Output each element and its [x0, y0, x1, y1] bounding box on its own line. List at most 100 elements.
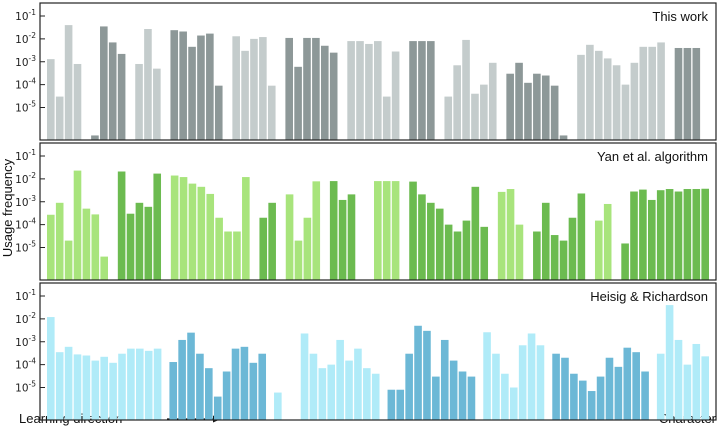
bar [153, 173, 162, 280]
bar [444, 224, 453, 281]
bar [347, 41, 355, 141]
panel-label: Heisig & Richardson [590, 289, 708, 304]
bar [527, 333, 536, 420]
bar [462, 220, 471, 280]
y-tick-label: 10-1 [15, 288, 36, 303]
y-tick-label: 10-1 [15, 148, 36, 163]
bar [259, 37, 267, 141]
bar [100, 256, 108, 280]
y-axis-title: Usage frequency [0, 158, 15, 257]
bar [178, 339, 186, 420]
bar [179, 31, 187, 140]
bar [483, 332, 491, 420]
bar [501, 373, 509, 420]
y-tick-label: 10-4 [15, 77, 36, 92]
bar [603, 203, 612, 280]
y-tick-label: 10-4 [15, 357, 36, 372]
bar [91, 214, 100, 280]
panel-3: 10-1 10-2 10-3 10-4 10-5 Heisig & Richardson [15, 282, 717, 421]
bar [303, 37, 311, 140]
bar [136, 348, 144, 420]
bar [135, 202, 144, 280]
bar [356, 41, 364, 141]
bar [64, 346, 73, 420]
bar [641, 371, 649, 420]
bar [294, 66, 302, 140]
bar [524, 82, 532, 140]
bar [683, 364, 692, 421]
bar [312, 37, 320, 140]
bar [427, 41, 435, 141]
bar [594, 50, 603, 141]
bar [170, 30, 179, 140]
bar [232, 36, 240, 140]
bar [240, 346, 249, 420]
bar [541, 75, 550, 140]
bar [559, 135, 568, 140]
bar [285, 194, 294, 280]
bar [55, 202, 64, 280]
bar [559, 240, 568, 280]
bar [188, 46, 196, 141]
bar [623, 347, 632, 420]
bar [596, 376, 605, 420]
bar [387, 389, 396, 420]
bar [405, 353, 413, 420]
bar [179, 177, 188, 280]
bar [550, 85, 559, 140]
panel-frame [39, 282, 717, 421]
bar [187, 332, 195, 420]
bar [648, 46, 656, 141]
bar [657, 42, 665, 140]
bar [169, 362, 178, 420]
bar [144, 29, 152, 140]
bar [100, 26, 108, 140]
y-tick-label: 10-3 [15, 54, 36, 69]
bar [135, 63, 143, 140]
bar [612, 65, 621, 140]
bar [665, 189, 674, 280]
bar [374, 41, 382, 141]
bar [632, 352, 640, 420]
bar [382, 96, 391, 140]
y-tick-label: 10-1 [15, 8, 36, 23]
bar [109, 362, 117, 420]
bar [47, 214, 55, 280]
bar [47, 317, 55, 420]
bar [327, 364, 336, 421]
bar [536, 345, 545, 420]
bar [701, 356, 709, 420]
bar [338, 199, 347, 280]
bar [492, 353, 500, 420]
bar [242, 177, 250, 280]
bar [82, 355, 91, 420]
bar [471, 186, 480, 280]
bar [329, 181, 338, 280]
bar [674, 47, 683, 141]
bar [82, 208, 91, 280]
bar [552, 353, 560, 420]
bar [674, 191, 683, 280]
panel-label: Yan et al. algorithm [597, 149, 708, 164]
bar [300, 333, 309, 420]
y-tick-label: 10-3 [15, 334, 36, 349]
bar [108, 42, 117, 140]
bar [231, 348, 240, 420]
bar [188, 183, 197, 280]
bar [47, 59, 55, 140]
bar [303, 217, 312, 280]
bar [170, 175, 179, 280]
panel-2: 10-1 10-2 10-3 10-4 10-5 Yan et al. algorithm [15, 142, 717, 281]
y-tick-label: 10-2 [15, 171, 36, 186]
panel-label: This work [652, 9, 708, 24]
bar [197, 35, 205, 140]
bar [336, 339, 344, 420]
panel-1: 10-1 10-2 10-3 10-4 10-5 This work [15, 2, 717, 141]
bar [648, 199, 656, 280]
bar [533, 73, 541, 140]
bar [621, 243, 629, 280]
bar [568, 217, 577, 280]
bar [318, 368, 327, 420]
bar [258, 353, 267, 420]
